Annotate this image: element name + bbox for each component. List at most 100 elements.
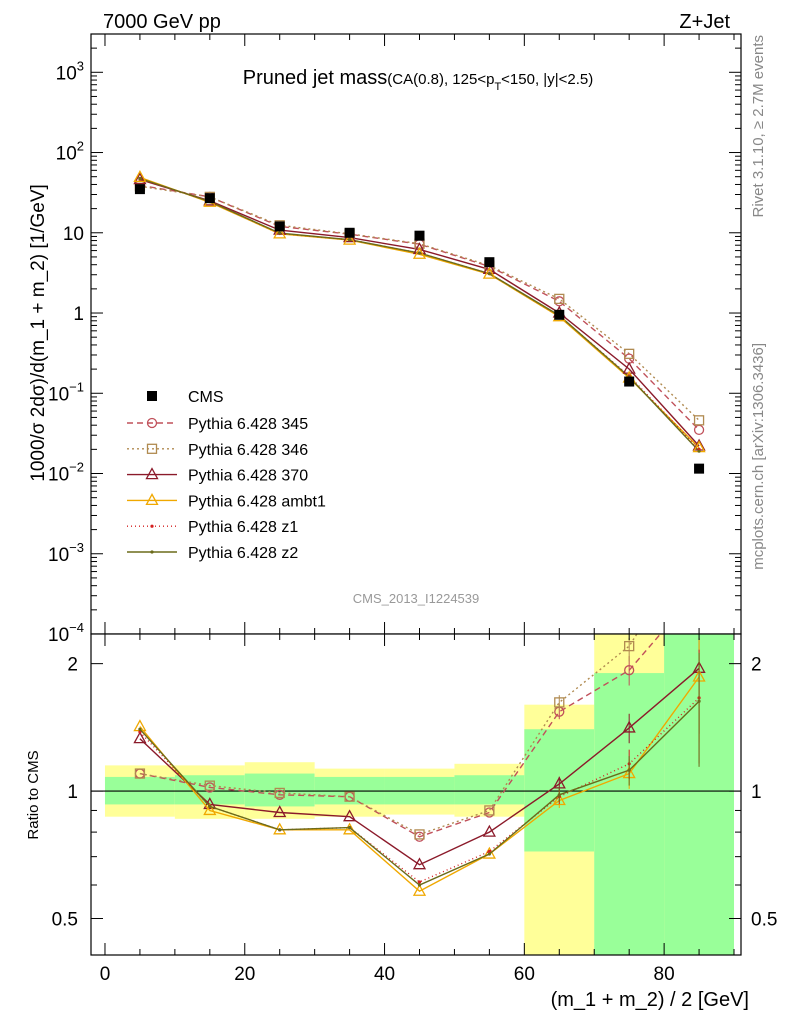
ratio-y-axis-label: Ratio to CMS [25,750,42,839]
header-energy-label: 7000 GeV pp [103,11,221,33]
legend-label-ambt1: Pythia 6.428 ambt1 [188,493,326,510]
legend-marker-370 [145,467,159,480]
legend-marker-346 [146,443,158,454]
side-rivet-label: Rivet 3.1.10, ≥ 2.7M events [750,35,767,218]
series-point-ambt1 [412,246,427,259]
series-point-z2 [487,271,491,276]
ratio-point-ambt1 [412,883,427,896]
main-y-tick-label: 1 [73,304,84,325]
series-point-ambt1 [133,170,147,183]
data-point-cms [134,184,145,195]
ratio-point-z2 [417,883,422,887]
ratio-point-z2 [138,727,142,731]
legend: CMS Pythia 6.428 345 Pythia 6.428 346 Pythi… [127,389,326,562]
ratio-point-370 [412,857,427,870]
legend-label-345: Pythia 6.428 345 [188,416,308,433]
ratio-point-346 [134,768,146,779]
data-point-cms [204,193,215,204]
ratio-point-370 [273,805,287,818]
ratio-line-370 [139,667,700,866]
x-tick-label: 60 [514,964,535,985]
series-point-370 [133,172,147,185]
ratio-point-z2 [348,825,352,830]
series-point-346 [554,293,565,305]
main-y-tick-label: 102 [56,139,84,165]
data-point-cms [694,463,705,474]
legend-marker-cms [147,391,157,401]
ratio-point-ambt1 [482,846,496,859]
legend-marker-z1 [150,524,154,528]
main-y-tick-label: 10 [63,224,84,245]
ratio-y-tick-label-right: 2 [751,655,762,676]
ratio-line-346 [139,634,638,836]
ratio-line-ambt1 [139,676,700,893]
data-point-cms [484,257,495,268]
ratio-point-z2 [208,804,212,809]
main-y-tick-label: 10−4 [48,620,84,646]
series-point-ambt1 [482,266,496,279]
ratio-point-370 [133,731,147,744]
ratio-y-tick-label-left: 1 [67,782,78,803]
ratio-line-345 [139,634,662,838]
main-title-main: Pruned jet mass [243,67,388,89]
ratio-point-345 [624,665,635,676]
main-plot-area [91,34,741,634]
ratio-point-ambt1 [552,793,566,806]
ratio-y-tick-label-right: 0.5 [751,910,777,931]
ratio-point-346 [204,780,215,791]
ratio-point-ambt1 [203,803,217,816]
series-line-346 [139,185,700,421]
ratio-frame [90,633,742,956]
legend-label-346: Pythia 6.428 346 [188,442,308,459]
ratio-point-z1 [487,849,491,854]
ratio-y-tick-label-left: 0.5 [52,910,78,931]
main-y-tick-label: 10−2 [48,460,84,486]
side-mcplots-label: mcplots.cern.ch [arXiv:1306.3436] [750,343,767,570]
data-point-cms [344,227,355,238]
series-point-z2 [417,251,422,255]
ratio-point-ambt1 [343,822,357,835]
ratio-point-z2 [627,768,631,772]
series-point-z2 [278,231,282,235]
main-title-sub-b: <150, |y|<2.5) [501,71,593,88]
ratio-point-346 [484,805,495,816]
ratio-point-370 [622,720,636,733]
ratio-y-tick-label-left: 2 [67,655,78,676]
ratio-point-z2 [697,699,701,703]
x-axis-label: (m_1 + m_2) / 2 [GeV] [551,989,749,1011]
main-y-tick-label: 10−1 [48,379,84,405]
main-title: Pruned jet mass(CA(0.8), 125<pT<150, |y|… [243,67,593,93]
analysis-watermark: CMS_2013_I1224539 [353,591,480,606]
legend-marker-z2 [150,550,154,554]
legend-label-cms: CMS [188,389,224,406]
ratio-point-370 [343,809,357,822]
main-title-sub-a: (CA(0.8), 125<p [387,71,494,88]
legend-label-z2: Pythia 6.428 z2 [188,545,298,562]
series-point-z2 [348,238,352,242]
series-point-346 [693,415,705,426]
main-title-sub-sub: T [494,81,501,93]
main-y-tick-label: 103 [56,58,84,84]
series-point-z2 [138,176,142,181]
ratio-y-tick-label-right: 1 [751,782,762,803]
ratio-point-z2 [487,852,491,856]
series-point-z2 [697,449,701,453]
x-tick-label: 40 [374,964,395,985]
ratio-point-346 [624,640,635,652]
ratio-point-z2 [278,828,282,832]
x-tick-label: 20 [234,964,255,985]
main-y-axis-label: 1000/σ 2dσ)/d(m_1 + m_2) [1/GeV] [28,184,49,482]
legend-marker-ambt1 [145,493,159,506]
ratio-point-346 [344,791,355,802]
header-process-label: Z+Jet [679,11,730,33]
data-point-cms [414,230,425,241]
legend-marker-345 [146,417,158,429]
data-point-cms [624,376,635,387]
ratio-series-group [133,634,706,896]
ratio-panel: 0.5 0.51 12 20 20 40 60 80 [52,633,777,985]
main-y-tick-label: 10−3 [48,540,84,566]
x-tick-label: 0 [100,964,111,985]
data-point-cms [274,221,285,232]
